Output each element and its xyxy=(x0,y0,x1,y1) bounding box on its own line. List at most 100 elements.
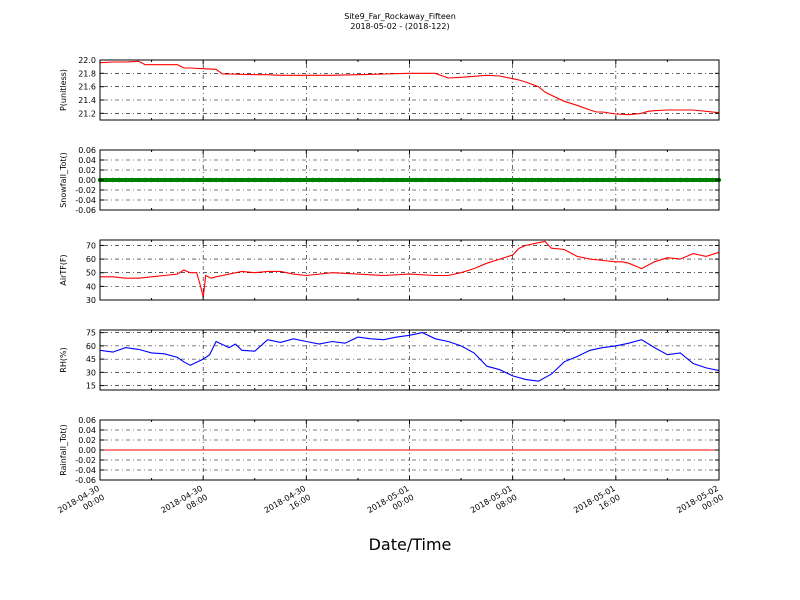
y-tick-label-3: 60 xyxy=(86,342,96,351)
y-tick-label-2: 45 xyxy=(86,355,96,364)
series-point xyxy=(394,177,399,183)
series-point xyxy=(387,177,393,183)
series-point xyxy=(445,177,451,183)
series-point xyxy=(329,177,335,183)
y-tick-label-1: -0.04 xyxy=(75,466,96,475)
series-point xyxy=(213,177,219,183)
series-point xyxy=(420,177,425,183)
y-tick-label-4: 70 xyxy=(86,241,96,250)
series-point xyxy=(355,177,361,183)
y-tick-label-2: 21.6 xyxy=(78,83,96,92)
y-tick-label-0: -0.06 xyxy=(75,206,96,215)
series-point xyxy=(200,177,206,183)
series-point xyxy=(181,177,187,183)
y-tick-label-0: -0.06 xyxy=(75,476,96,485)
series-point xyxy=(123,177,128,183)
series-point xyxy=(632,177,638,183)
series-point xyxy=(574,177,580,183)
series-point xyxy=(504,177,509,183)
y-tick-label-3: 60 xyxy=(86,255,96,264)
series-point xyxy=(703,177,709,183)
series-line xyxy=(99,332,720,382)
series-point xyxy=(194,177,199,183)
series-point xyxy=(368,177,374,183)
series-point xyxy=(439,177,444,183)
series-point xyxy=(452,177,457,183)
panel-5: -0.06-0.04-0.020.000.020.040.06 Rainfall_… xyxy=(59,416,720,485)
series-point xyxy=(297,177,303,183)
panel-2: -0.06-0.04-0.020.000.020.040.06 Snowfall_… xyxy=(59,146,722,215)
y-tick-label-2: 50 xyxy=(86,269,96,278)
y-axis-label: AirTF(F) xyxy=(59,254,68,285)
panel-4: 15 30 45 60 75 RH(%) xyxy=(59,329,720,391)
series-point xyxy=(684,177,689,183)
series-point xyxy=(523,177,528,183)
series-point xyxy=(400,177,406,183)
figure-title-line1: Site9_Far_Rockaway_Fifteen xyxy=(344,12,456,21)
series-point xyxy=(265,177,270,183)
series-point xyxy=(697,177,702,183)
y-tick-label-4: 0.02 xyxy=(78,166,96,175)
series-point xyxy=(562,177,567,183)
series-point xyxy=(349,177,354,183)
series-point xyxy=(516,177,522,183)
series-point xyxy=(162,177,167,183)
y-tick-label-1: -0.04 xyxy=(75,196,96,205)
y-tick-label-5: 0.04 xyxy=(78,426,96,435)
series-point xyxy=(323,177,328,183)
series-point xyxy=(542,177,548,183)
y-tick-label-4: 0.02 xyxy=(78,436,96,445)
y-axis-label: Rainfall_Tot() xyxy=(59,424,68,476)
series-point xyxy=(278,177,283,183)
y-tick-label-4: 22.0 xyxy=(78,56,96,65)
series-point xyxy=(304,177,309,183)
panels: 21.221.421.621.822.0P(unitless)-0.06-0.0… xyxy=(59,56,722,485)
series-point xyxy=(678,177,683,183)
series-point xyxy=(342,177,348,183)
series-point xyxy=(284,177,290,183)
series-point xyxy=(130,177,135,183)
series-point xyxy=(549,177,554,183)
series-point xyxy=(149,177,154,183)
series-point xyxy=(310,177,315,183)
series-point xyxy=(433,177,438,183)
y-tick-label-6: 0.06 xyxy=(78,146,96,155)
series-point xyxy=(168,177,174,183)
y-axis-label: Snowfall_Tot() xyxy=(59,152,68,208)
series-point xyxy=(587,177,593,183)
series-point xyxy=(478,177,483,183)
series-point xyxy=(536,177,541,183)
series-point xyxy=(110,177,116,183)
series-line xyxy=(100,240,720,298)
series-point xyxy=(581,177,586,183)
figure-title-line2: 2018-05-02 - (2018-122) xyxy=(350,22,449,31)
series-point xyxy=(510,177,515,183)
panel-3: 30 40 50 60 70 AirTF(F) xyxy=(59,239,720,305)
series-point xyxy=(652,177,657,183)
y-tick-label-2: -0.02 xyxy=(75,456,96,465)
series-point xyxy=(336,177,341,183)
series-point xyxy=(226,177,232,183)
y-tick-label-4: 75 xyxy=(86,329,96,338)
series-point xyxy=(600,177,606,183)
series-point xyxy=(246,177,251,183)
series-point xyxy=(252,177,257,183)
series-point xyxy=(175,177,180,183)
series-point xyxy=(104,177,109,183)
series-point xyxy=(233,177,238,183)
y-tick-label-6: 0.06 xyxy=(78,416,96,425)
series-point xyxy=(413,177,419,183)
y-tick-label-3: 0.00 xyxy=(78,446,96,455)
y-tick-label-2: -0.02 xyxy=(75,186,96,195)
series-point xyxy=(317,177,322,183)
series-point xyxy=(207,177,212,183)
